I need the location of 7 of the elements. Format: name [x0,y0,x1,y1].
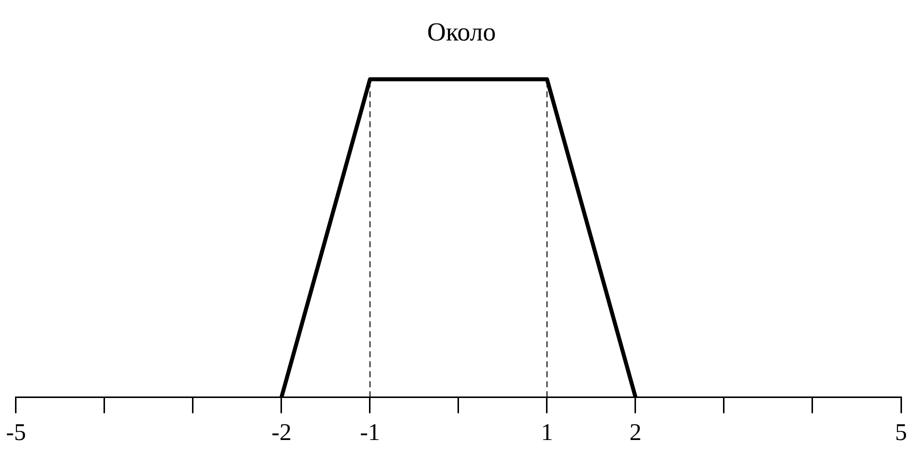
chart-title: Около [427,17,496,46]
x-tick-label: -2 [271,420,292,446]
x-tick-label: 5 [895,420,907,446]
x-tick-label: 1 [541,420,553,446]
x-tick-label: -1 [360,420,380,446]
x-tick-label: -5 [6,420,26,446]
x-tick-label: 2 [630,420,642,446]
